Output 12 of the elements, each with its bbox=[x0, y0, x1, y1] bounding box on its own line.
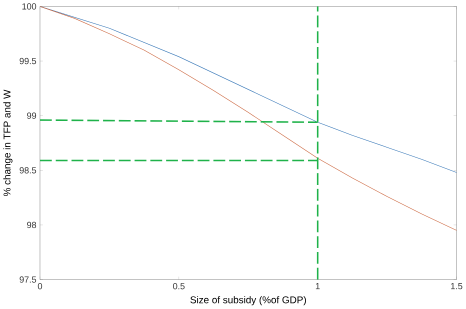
y-tick-label: 97.5 bbox=[20, 276, 36, 283]
x-tick-label: 0 bbox=[38, 283, 42, 290]
x-axis-title: Size of subsidy (%of GDP) bbox=[190, 296, 306, 306]
x-tick-label: 0.5 bbox=[173, 283, 185, 290]
x-tick-label: 1.5 bbox=[451, 283, 462, 290]
y-tick-label: 100 bbox=[22, 4, 36, 10]
x-tick-label: 1 bbox=[316, 283, 320, 290]
y-tick-label: 98 bbox=[27, 222, 36, 228]
y-tick-label: 99 bbox=[27, 112, 36, 120]
y-axis-title: % change in TFP and W bbox=[3, 90, 12, 196]
y-tick-label: 99.5 bbox=[20, 58, 36, 64]
y-tick-label: 98.5 bbox=[20, 167, 36, 174]
